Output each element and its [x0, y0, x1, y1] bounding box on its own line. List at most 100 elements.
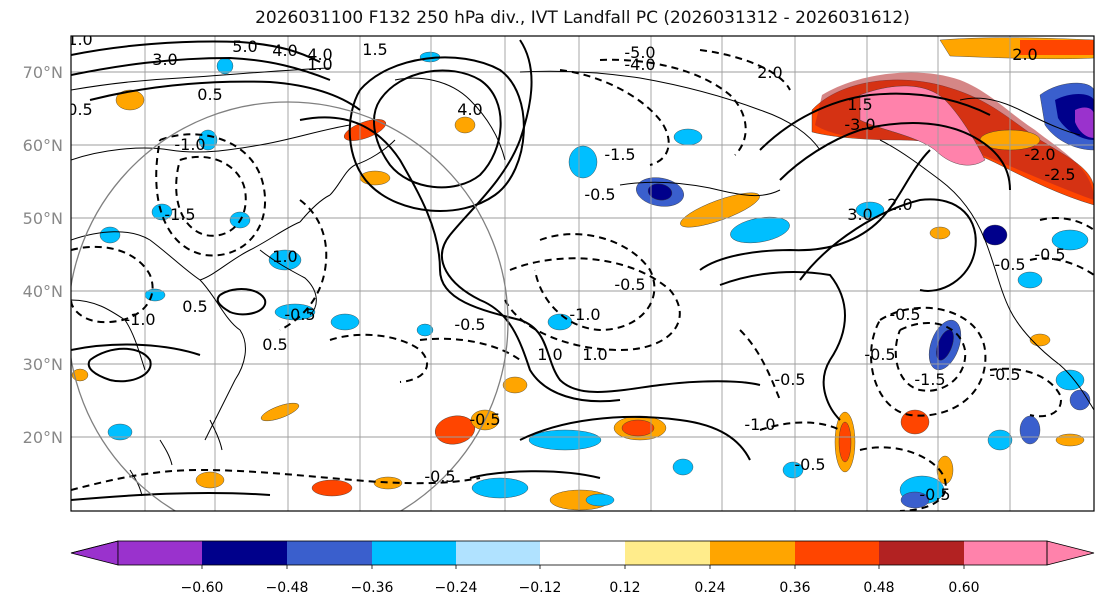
contour-label: 2.0: [757, 63, 782, 82]
contour-label: 3.0: [847, 205, 872, 224]
lat-label: 60°N: [23, 136, 63, 155]
contour-label: 0.5: [67, 100, 92, 119]
div-blob: [260, 402, 300, 422]
contour-label: 4.0: [272, 41, 297, 60]
colorbar-extend-max: [1046, 540, 1095, 566]
colorbar-cell: [964, 541, 1047, 565]
div-blob: [454, 116, 476, 134]
contour-label: -0.5: [774, 370, 805, 389]
lon-label: 120°E: [121, 519, 170, 520]
div-blob: [268, 249, 302, 271]
lat-label: 40°N: [23, 282, 63, 301]
div-blob: [311, 479, 353, 497]
div-blob: [585, 493, 615, 507]
colorbar-tick-label: 0.60: [948, 580, 979, 596]
contour-label: 1.5: [847, 95, 872, 114]
div-blob: [195, 471, 225, 489]
contour-label: 1.0: [272, 247, 297, 266]
colorbar-tick-label: −0.24: [435, 580, 478, 596]
colorbar-cell: [202, 541, 287, 565]
div-blob: [115, 89, 145, 111]
contour-label: -0.5: [584, 185, 615, 204]
colorbar-cell: [372, 541, 456, 565]
lon-label: 150°W: [768, 519, 823, 520]
longitude-labels: 120°E 130°E 140°E 150°E 160°E 170°E 180°W 170°W…: [121, 519, 1038, 520]
contour-label: -3.0: [844, 115, 875, 134]
lon-label: 170°E: [481, 519, 530, 520]
div-blob: [782, 461, 804, 479]
contour-label: -0.5: [614, 275, 645, 294]
div-blob: [99, 226, 121, 244]
contour-label: -2.5: [1044, 165, 1075, 184]
contour-label: -0.5: [919, 485, 950, 504]
div-blob: [672, 458, 694, 476]
colorbar-cell: [795, 541, 879, 565]
div-blob: [373, 476, 403, 490]
colorbar-cell: [540, 541, 625, 565]
contour-label: -4.0: [624, 55, 655, 74]
lon-label: 120°W: [983, 519, 1038, 520]
colorbar-cell: [287, 541, 372, 565]
contour-label: 1.5: [362, 40, 387, 59]
lon-label: 150°E: [336, 519, 385, 520]
map-panel: 5.0 4.03.0 4.0 1.50.51.04.0-5.0-4.0 2.0-1.5-…: [23, 30, 1095, 520]
div-blob: [621, 419, 655, 437]
colorbar-cell: [456, 541, 540, 565]
contour-label: 1.0: [67, 30, 92, 49]
colorbar-cell: [118, 541, 202, 565]
contour-label: -1.0: [569, 305, 600, 324]
colorbar-tick-label: −0.36: [351, 580, 394, 596]
contour-label: -0.5: [1034, 245, 1065, 264]
lat-label: 20°N: [23, 428, 63, 447]
contour-label: -0.5: [424, 467, 455, 486]
div-blob: [471, 477, 529, 499]
colorbar-tick-label: 0.48: [863, 580, 894, 596]
div-blob: [987, 429, 1013, 451]
contour-label: -0.5: [889, 305, 920, 324]
div-blob: [900, 491, 930, 509]
lon-label: 170°W: [624, 519, 679, 520]
lat-label: 50°N: [23, 209, 63, 228]
div-blob: [1055, 369, 1085, 391]
contour-label: -0.5: [469, 410, 500, 429]
contour-label: 4.0: [457, 100, 482, 119]
colorbar-tick-label: 0.24: [694, 580, 725, 596]
radius-circle: [71, 101, 509, 511]
lon-label: 160°W: [695, 519, 750, 520]
lon-label: 140°W: [840, 519, 895, 520]
contour-label: -1.5: [914, 370, 945, 389]
div-blob: [502, 376, 528, 394]
contour-label: -0.5: [284, 305, 315, 324]
contour-label: -1.0: [174, 135, 205, 154]
contour-label: 3.0: [152, 50, 177, 69]
contour-label: 2.0: [887, 195, 912, 214]
div-blob: [343, 119, 387, 141]
contour-label: 0.5: [197, 85, 222, 104]
map-frame: [70, 35, 1095, 512]
contour-label: -0.5: [794, 455, 825, 474]
coastlines: [71, 67, 1094, 497]
contour-label: 1.0: [307, 55, 332, 74]
colorbar-cell: [879, 541, 964, 565]
colorbar-cell: [625, 541, 710, 565]
contour-label: -0.5: [454, 315, 485, 334]
div-blob: [416, 323, 434, 337]
map-title: 2026031100 F132 250 hPa div., IVT Landfa…: [255, 8, 910, 28]
colorbar-cell: [710, 541, 795, 565]
contour-labels: 5.0 4.03.0 4.0 1.50.51.04.0-5.0-4.0 2.0-1.5-…: [67, 30, 1076, 504]
ivt-contours: [71, 39, 1094, 511]
div-blob: [647, 183, 673, 201]
contour-label: -5.0: [624, 43, 655, 62]
contour-label: 0.5: [182, 297, 207, 316]
lon-label: 140°E: [264, 519, 313, 520]
contour-label: -1.0: [124, 310, 155, 329]
div-blob: [107, 423, 133, 441]
contour-label: -0.5: [994, 255, 1025, 274]
div-blob: [1051, 229, 1089, 251]
lon-label: 160°E: [407, 519, 456, 520]
lon-label: 130°W: [911, 519, 966, 520]
contour-label: -2.0: [1024, 145, 1055, 164]
div-blob: [929, 226, 951, 240]
div-blob: [528, 429, 602, 451]
